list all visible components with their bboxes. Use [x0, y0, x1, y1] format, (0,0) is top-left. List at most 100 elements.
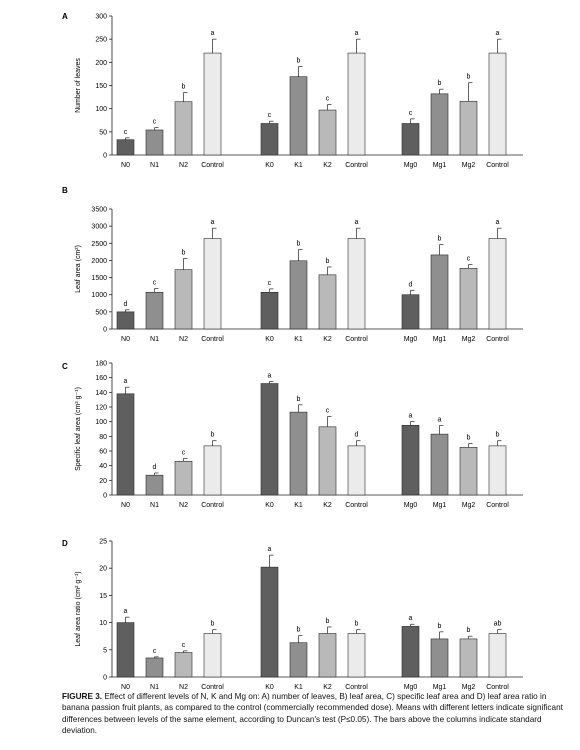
significance-letter: a — [409, 615, 413, 622]
y-tick-label: 100 — [95, 419, 107, 426]
category-label: K1 — [294, 502, 303, 509]
category-label: Mg2 — [462, 684, 476, 691]
category-label: Control — [486, 684, 509, 691]
bar — [260, 383, 279, 496]
bar — [260, 123, 279, 156]
bar — [174, 460, 193, 496]
panel-a: A 0 50 100 150 200 250 300 Number of leaves c N0 c N… — [62, 12, 523, 169]
y-tick-label: 500 — [95, 309, 107, 316]
bar — [347, 633, 366, 678]
y-tick-label: 100 — [95, 106, 107, 113]
y-tick-label: 0 — [103, 493, 107, 500]
y-tick-label: 3500 — [91, 207, 107, 214]
y-tick-label: 20 — [99, 478, 107, 485]
panel-b: B 0 500 1000 1500 2000 2500 3000 3500 Leaf area (… — [62, 186, 523, 343]
significance-letter: b — [467, 435, 471, 442]
category-label: Control — [345, 336, 368, 343]
significance-letter: a — [211, 219, 215, 226]
significance-letter: c — [268, 280, 272, 287]
y-axis-title: Specific leaf area (cm² g⁻¹) — [75, 387, 82, 471]
significance-letter: c — [124, 129, 128, 136]
category-label: Mg0 — [404, 684, 418, 691]
category-label: Control — [201, 162, 224, 169]
panel-letter: A — [62, 12, 68, 21]
significance-letter: c — [326, 408, 330, 415]
category-label: Mg1 — [433, 502, 447, 509]
category-label: N2 — [179, 502, 188, 509]
bar — [401, 425, 420, 496]
caption-label: FIGURE 3. — [62, 692, 103, 701]
y-tick-label: 140 — [95, 390, 107, 397]
bar — [488, 633, 507, 678]
bar — [488, 52, 507, 156]
y-tick-label: 10 — [99, 620, 107, 627]
significance-letter: a — [124, 608, 128, 615]
category-label: K0 — [265, 336, 274, 343]
caption-text: Effect of different levels of N, K and M… — [62, 692, 563, 736]
significance-letter: c — [182, 642, 186, 649]
category-label: Control — [201, 502, 224, 509]
figure-caption: FIGURE 3. Effect of different levels of … — [62, 691, 570, 737]
significance-letter: b — [467, 74, 471, 81]
category-label: N1 — [150, 336, 159, 343]
bar — [430, 433, 449, 496]
significance-letter: a — [409, 413, 413, 420]
bar — [203, 445, 222, 496]
significance-letter: b — [182, 83, 186, 90]
y-tick-label: 5 — [103, 647, 107, 654]
significance-letter: b — [467, 627, 471, 634]
panel-d: D 0 5 10 15 20 25 Leaf area ratio (cm² g⁻¹) a N0 c… — [62, 539, 523, 691]
bar — [430, 638, 449, 678]
significance-letter: b — [438, 623, 442, 630]
bar — [203, 52, 222, 156]
significance-letter: b — [326, 258, 330, 265]
y-axis-title: Number of leaves — [75, 58, 82, 113]
bar — [289, 260, 308, 330]
category-label: Mg2 — [462, 162, 476, 169]
bar — [459, 100, 478, 156]
bar — [318, 274, 337, 330]
category-label: K1 — [294, 336, 303, 343]
y-tick-label: 60 — [99, 449, 107, 456]
bar — [318, 109, 337, 156]
bar — [347, 238, 366, 330]
y-tick-label: 1000 — [91, 292, 107, 299]
bar — [459, 638, 478, 678]
panel-letter: B — [62, 186, 68, 195]
significance-letter: a — [211, 30, 215, 37]
significance-letter: c — [182, 449, 186, 456]
y-tick-label: 160 — [95, 375, 107, 382]
y-tick-label: 300 — [95, 14, 107, 21]
category-label: K0 — [265, 502, 274, 509]
category-label: N1 — [150, 162, 159, 169]
category-label: Mg2 — [462, 336, 476, 343]
significance-letter: b — [297, 396, 301, 403]
y-axis-title: Leaf area ratio (cm² g⁻¹) — [75, 571, 82, 646]
y-tick-label: 2500 — [91, 241, 107, 248]
bar — [430, 93, 449, 156]
category-label: Mg0 — [404, 336, 418, 343]
bar — [145, 474, 164, 496]
significance-letter: b — [326, 618, 330, 625]
y-tick-label: 180 — [95, 361, 107, 368]
significance-letter: d — [153, 464, 157, 471]
bar — [401, 626, 420, 678]
significance-letter: b — [297, 58, 301, 65]
significance-letter: b — [297, 240, 301, 247]
category-label: Mg0 — [404, 502, 418, 509]
category-label: N1 — [150, 502, 159, 509]
category-label: Control — [201, 336, 224, 343]
bar — [430, 254, 449, 330]
significance-letter: c — [467, 256, 471, 263]
category-label: K1 — [294, 684, 303, 691]
significance-letter: c — [153, 648, 157, 655]
panel-letter: D — [62, 539, 68, 548]
bar — [318, 633, 337, 678]
category-label: K0 — [265, 684, 274, 691]
significance-letter: a — [496, 219, 500, 226]
significance-letter: b — [211, 432, 215, 439]
category-label: Mg0 — [404, 162, 418, 169]
significance-letter: a — [268, 372, 272, 379]
category-label: N2 — [179, 336, 188, 343]
y-tick-label: 120 — [95, 405, 107, 412]
